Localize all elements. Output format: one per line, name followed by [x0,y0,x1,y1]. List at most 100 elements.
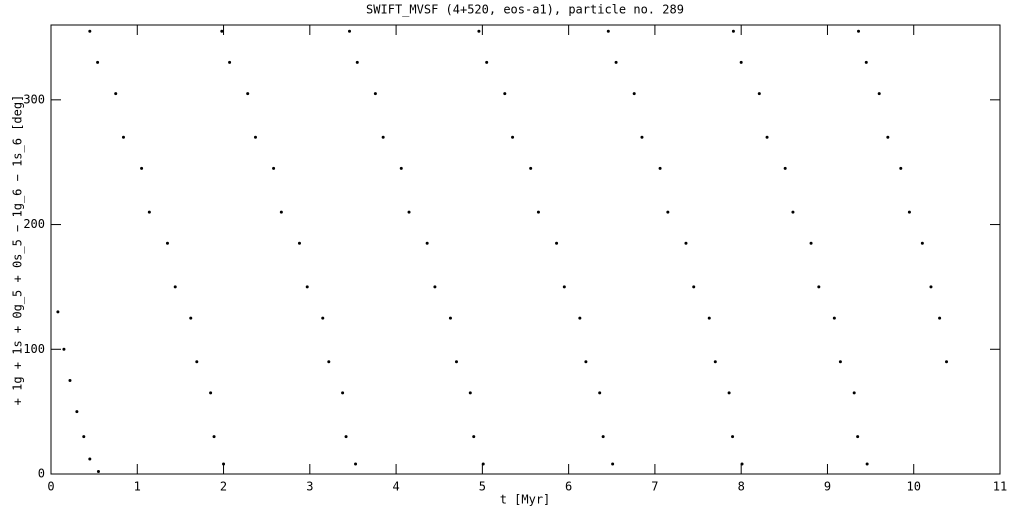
x-tick-label: 9 [824,480,831,494]
point [606,29,610,33]
point [305,285,309,289]
x-axis-label: t [Myr] [500,493,551,507]
x-tick-label: 2 [220,480,227,494]
point [877,92,881,96]
point [945,360,949,364]
point [809,241,813,245]
point [381,135,385,139]
x-tick-label: 7 [651,480,658,494]
point [727,391,731,395]
point [228,60,232,64]
point [584,360,588,364]
point [88,29,92,33]
point [272,166,276,170]
x-tick-label: 4 [392,480,399,494]
point [740,462,744,466]
x-tick-label: 0 [47,480,54,494]
point [562,285,566,289]
point [165,241,169,245]
point [355,60,359,64]
point [765,135,769,139]
point [75,410,79,414]
x-tick-label: 6 [565,480,572,494]
point [425,241,429,245]
point [503,92,507,96]
point [121,135,125,139]
point [96,60,100,64]
point [598,391,602,395]
point [865,462,869,466]
point [864,60,868,64]
point [899,166,903,170]
point [632,92,636,96]
point [601,435,605,439]
point [209,391,213,395]
x-tick-label: 1 [134,480,141,494]
point [195,360,199,364]
point [354,462,358,466]
point [373,92,377,96]
point [147,210,151,214]
point [791,210,795,214]
point [838,360,842,364]
point [407,210,411,214]
point [555,241,559,245]
y-axis-label: + 1g + 1s + 0g_5 + 0s_5 − 1g_6 − 1s_6 [d… [11,95,25,406]
x-tick-label: 3 [306,480,313,494]
point [886,135,890,139]
point [279,210,283,214]
point [713,360,717,364]
point [212,435,216,439]
point [640,135,644,139]
point [189,316,193,320]
point [82,435,86,439]
point [173,285,177,289]
point [140,166,144,170]
point [297,241,301,245]
point [344,435,348,439]
point [481,462,485,466]
point [707,316,711,320]
point [220,29,224,33]
point [536,210,540,214]
point [477,29,481,33]
point [88,457,92,461]
point [114,92,118,96]
chart-title: SWIFT_MVSF (4+520, eos-a1), particle no.… [366,3,684,17]
point [321,316,325,320]
point [757,92,761,96]
point [348,29,352,33]
x-tick-label: 10 [907,480,921,494]
point [783,166,787,170]
point [614,60,618,64]
point [448,316,452,320]
point [920,241,924,245]
point [253,135,257,139]
point [852,391,856,395]
x-tick-label: 5 [479,480,486,494]
point [739,60,743,64]
y-tick-label: 100 [23,342,45,356]
y-tick-label: 0 [38,467,45,481]
point [485,60,489,64]
x-tick-label: 11 [993,480,1007,494]
point [472,435,476,439]
point [529,166,533,170]
point [399,166,403,170]
point [62,347,66,351]
point [856,435,860,439]
point [817,285,821,289]
point [341,391,345,395]
point [454,360,458,364]
point [96,470,100,474]
point [731,29,735,33]
y-tick-label: 300 [23,92,45,106]
point [222,462,226,466]
point [68,378,72,382]
point [578,316,582,320]
point [511,135,515,139]
point [658,166,662,170]
point [684,241,688,245]
